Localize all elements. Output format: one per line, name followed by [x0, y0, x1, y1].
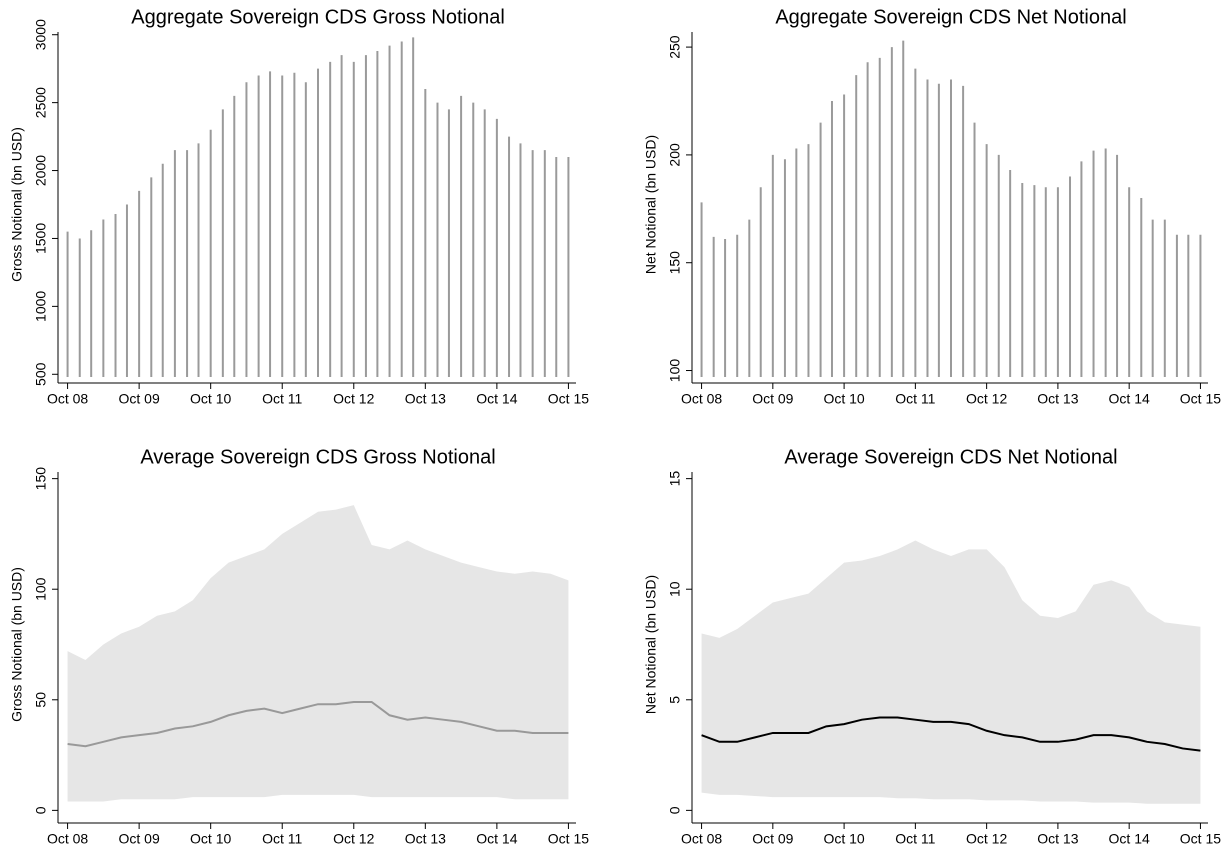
x-tick-label: Oct 12	[966, 831, 1007, 847]
chart-title: Average Sovereign CDS Net Notional	[784, 446, 1117, 468]
y-tick-label: 0	[33, 806, 49, 814]
y-tick-label: 2500	[33, 87, 49, 118]
chart-title: Average Sovereign CDS Gross Notional	[140, 446, 495, 468]
range-band	[701, 540, 1201, 804]
y-tick-label: 50	[33, 692, 49, 708]
y-tick-label: 150	[667, 251, 683, 275]
x-tick-label: Oct 08	[47, 391, 88, 407]
mean-line	[67, 701, 569, 748]
x-tick-label: Oct 14	[1109, 831, 1150, 847]
x-tick-label: Oct 12	[966, 391, 1007, 407]
x-tick-label: Oct 09	[752, 831, 793, 847]
y-tick-label: 150	[33, 467, 49, 491]
x-tick-label: Oct 14	[476, 831, 517, 847]
y-tick-label: 250	[667, 35, 683, 59]
x-tick-label: Oct 11	[895, 391, 935, 407]
y-tick-label: 15	[667, 471, 683, 487]
x-tick-label: Oct 09	[119, 391, 160, 407]
y-axis-label: Net Notional (bn USD)	[643, 575, 659, 714]
x-tick-label: Oct 15	[1180, 391, 1221, 407]
x-tick-label: Oct 14	[476, 391, 517, 407]
x-tick-label: Oct 12	[333, 391, 374, 407]
chart-title: Aggregate Sovereign CDS Gross Notional	[131, 6, 505, 28]
y-tick-label: 200	[667, 143, 683, 167]
x-tick-label: Oct 09	[119, 831, 160, 847]
x-tick-label: Oct 10	[190, 831, 231, 847]
x-tick-label: Oct 15	[548, 391, 589, 407]
y-axis-label: Net Notional (bn USD)	[643, 135, 659, 274]
y-axis-label: Gross Notional (bn USD)	[9, 127, 25, 282]
x-tick-label: Oct 11	[262, 391, 302, 407]
y-tick-label: 3000	[33, 19, 49, 50]
y-tick-label: 2000	[33, 155, 49, 186]
x-tick-label: Oct 15	[1180, 831, 1221, 847]
mean-line	[701, 716, 1201, 752]
y-tick-label: 1000	[33, 291, 49, 322]
y-tick-label: 500	[33, 362, 49, 386]
y-tick-label: 5	[667, 696, 683, 704]
y-tick-label: 100	[667, 359, 683, 383]
y-tick-label: 0	[667, 806, 683, 814]
x-tick-label: Oct 08	[681, 391, 722, 407]
y-tick-label: 1500	[33, 223, 49, 254]
x-tick-label: Oct 08	[681, 831, 722, 847]
x-tick-label: Oct 10	[190, 391, 231, 407]
x-tick-label: Oct 13	[1037, 831, 1078, 847]
x-tick-label: Oct 11	[262, 831, 302, 847]
x-tick-label: Oct 15	[548, 831, 589, 847]
y-axis-label: Gross Notional (bn USD)	[9, 567, 25, 722]
chart-title: Aggregate Sovereign CDS Net Notional	[775, 6, 1126, 28]
x-tick-label: Oct 08	[47, 831, 88, 847]
x-tick-label: Oct 13	[405, 391, 446, 407]
range-band	[67, 505, 569, 802]
x-tick-label: Oct 13	[405, 831, 446, 847]
x-tick-label: Oct 10	[823, 831, 864, 847]
x-tick-label: Oct 14	[1109, 391, 1150, 407]
x-tick-label: Oct 11	[895, 831, 935, 847]
x-tick-label: Oct 10	[823, 391, 864, 407]
y-tick-label: 10	[667, 581, 683, 597]
x-tick-label: Oct 09	[752, 391, 793, 407]
y-tick-label: 100	[33, 577, 49, 601]
x-tick-label: Oct 13	[1037, 391, 1078, 407]
x-tick-label: Oct 12	[333, 831, 374, 847]
